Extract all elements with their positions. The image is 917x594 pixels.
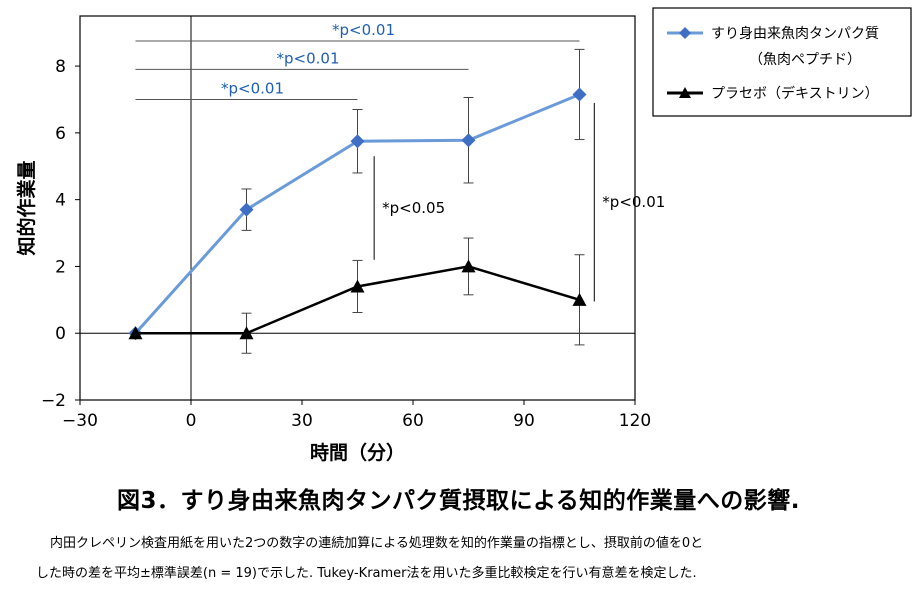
y-tick-label: 8	[55, 57, 66, 77]
y-axis-label: 知的作業量	[15, 160, 38, 255]
legend: すり身由来魚肉タンパク質 （魚肉ペプチド） プラセボ（デキストリン）	[652, 7, 912, 117]
x-tick-label: 30	[291, 411, 313, 431]
x-tick-label: 90	[513, 411, 535, 431]
data-point-diamond	[239, 202, 254, 217]
plot-area: −2 0 2 4 6 8 −30 0 30 60 90 120 時間（分） 知的作業量 *p<0.01 *p<…	[15, 15, 665, 464]
chart: −2 0 2 4 6 8 −30 0 30 60 90 120 時間（分） 知的作業量 *p<0.01 *p<…	[15, 7, 912, 464]
data-point-diamond	[461, 133, 476, 148]
legend-marker-triangle	[679, 87, 691, 98]
legend-marker-diamond	[679, 27, 691, 39]
y-tick-label: 6	[55, 124, 66, 144]
x-tick-label: 0	[186, 411, 197, 431]
y-tick-label: 0	[55, 324, 66, 344]
legend-label: すり身由来魚肉タンパク質	[711, 26, 879, 42]
data-point-diamond	[572, 87, 587, 102]
significance-label: *p<0.05	[382, 199, 445, 217]
plot-frame	[79, 15, 636, 401]
y-tick-label: 4	[55, 191, 66, 211]
x-tick-label: 60	[402, 411, 424, 431]
figure-caption-title: 図3．すり身由来魚肉タンパク質摂取による知的作業量への影響.	[116, 488, 801, 514]
figure-caption-note-2: した時の差を平均±標準誤差(n = 19)で示した. Tukey-Kramer法…	[36, 566, 697, 581]
figure-caption-note-1: 内田クレペリン検査用紙を用いた2つの数字の連続加算による処理数を知的作業量の指標…	[50, 536, 704, 551]
x-tick-label: −30	[62, 411, 98, 431]
data-point-triangle	[239, 326, 254, 340]
significance-label: *p<0.01	[277, 49, 340, 67]
data-point-diamond	[350, 134, 365, 149]
y-tick-label: −2	[41, 391, 66, 411]
x-tick-label: 120	[619, 411, 651, 431]
data-point-triangle	[461, 259, 476, 273]
significance-label: *p<0.01	[332, 21, 395, 39]
significance-label: *p<0.01	[221, 79, 284, 97]
legend-box	[652, 7, 912, 117]
x-axis-label: 時間（分）	[310, 441, 405, 464]
data-point-triangle	[128, 326, 143, 340]
legend-label: プラセボ（デキストリン）	[711, 85, 879, 102]
significance-label: *p<0.01	[602, 193, 665, 211]
data-point-triangle	[350, 279, 365, 293]
legend-label-line-2: （魚肉ペプチド）	[749, 52, 861, 68]
data-point-triangle	[572, 292, 587, 306]
y-tick-label: 2	[55, 257, 66, 277]
